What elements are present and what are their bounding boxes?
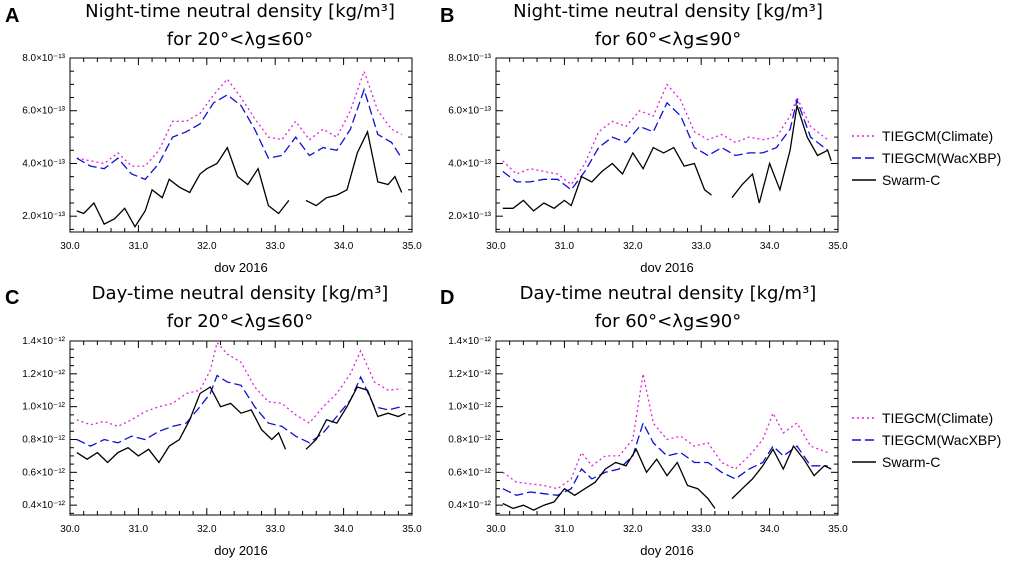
y-tick-label: 2.0×10⁻¹³: [22, 211, 65, 222]
y-tick-label: 0.4×10⁻¹²: [448, 500, 491, 511]
plot-frame: [495, 57, 839, 233]
x-tick-label: 34.0: [760, 241, 780, 252]
y-tick-label: 1.4×10⁻¹²: [448, 336, 491, 347]
x-tick-label: 33.0: [265, 241, 285, 252]
x-tick-label: 35.0: [402, 241, 422, 252]
x-tick-label: 32.0: [623, 524, 643, 535]
chart-subtitle: for 20°<λg≤60°: [167, 29, 314, 50]
y-tick-label: 6.0×10⁻¹³: [22, 106, 65, 117]
series-line-climate: [76, 69, 402, 167]
series-line-climate: [502, 373, 828, 490]
panel-label: C: [5, 287, 19, 309]
y-tick-label: 0.8×10⁻¹²: [448, 434, 491, 445]
x-tick-label: 32.0: [623, 241, 643, 252]
legend-label-wac: TIEGCM(WacXBP): [882, 150, 1001, 166]
series-line-climate: [502, 83, 829, 186]
x-tick-label: 32.0: [197, 524, 217, 535]
x-axis-label: doy 2016: [214, 543, 268, 558]
series-line-swarm: [76, 386, 406, 464]
y-tick-label: 0.6×10⁻¹²: [22, 467, 65, 478]
legend-label-swarm: Swarm-C: [882, 172, 940, 188]
x-tick-label: 31.0: [555, 524, 575, 535]
chart-title: Night-time neutral density [kg/m³]: [85, 1, 395, 22]
x-tick-label: 35.0: [828, 241, 848, 252]
y-tick-label: 0.6×10⁻¹²: [448, 467, 491, 478]
x-tick-label: 34.0: [760, 524, 780, 535]
y-tick-label: 1.0×10⁻¹²: [22, 402, 65, 413]
y-tick-label: 2.0×10⁻¹³: [448, 211, 491, 222]
plot-frame: [69, 57, 413, 233]
x-axis-label: dov 2016: [640, 260, 694, 275]
x-tick-label: 33.0: [691, 524, 711, 535]
series-line-swarm: [502, 105, 832, 212]
x-tick-label: 32.0: [197, 241, 217, 252]
chart-subtitle: for 60°<λg≤90°: [595, 29, 742, 50]
y-tick-label: 4.0×10⁻¹³: [448, 158, 491, 169]
x-tick-label: 33.0: [265, 524, 285, 535]
y-tick-label: 8.0×10⁻¹³: [22, 53, 65, 64]
chart-subtitle: for 20°<λg≤60°: [167, 311, 314, 332]
legend-label-swarm: Swarm-C: [882, 454, 940, 470]
series-line-wac: [502, 421, 828, 496]
y-tick-label: 1.4×10⁻¹²: [22, 336, 65, 347]
legend-label-climate: TIEGCM(Climate): [882, 410, 993, 426]
x-axis-label: doy 2016: [640, 543, 694, 558]
y-tick-label: 6.0×10⁻¹³: [448, 106, 491, 117]
series-line-swarm: [76, 129, 403, 228]
plot-frame: [69, 340, 413, 516]
x-tick-label: 33.0: [691, 241, 711, 252]
x-tick-label: 35.0: [828, 524, 848, 535]
x-tick-label: 31.0: [129, 524, 149, 535]
panel-b: B Night-time neutral density [kg/m³] for 6…: [440, 1, 848, 275]
x-tick-label: 30.0: [486, 241, 506, 252]
y-tick-label: 0.8×10⁻¹²: [22, 434, 65, 445]
y-tick-label: 1.2×10⁻¹²: [22, 369, 65, 380]
series-line-wac: [76, 87, 403, 181]
x-tick-label: 31.0: [555, 241, 575, 252]
x-tick-label: 30.0: [60, 241, 80, 252]
series-line-climate: [76, 341, 402, 428]
x-tick-label: 30.0: [486, 524, 506, 535]
y-tick-label: 4.0×10⁻¹³: [22, 158, 65, 169]
chart-title: Day-time neutral density [kg/m³]: [520, 283, 817, 304]
legend-1: TIEGCM(Climate) TIEGCM(WacXBP) Swarm-C: [852, 128, 1001, 188]
legend-label-climate: TIEGCM(Climate): [882, 128, 993, 144]
panel-d: D Day-time neutral density [kg/m³] for 60°…: [440, 283, 848, 558]
panel-label: D: [440, 287, 454, 309]
x-tick-label: 35.0: [402, 524, 422, 535]
legend-2: TIEGCM(Climate) TIEGCM(WacXBP) Swarm-C: [852, 410, 1001, 470]
legend-label-wac: TIEGCM(WacXBP): [882, 432, 1001, 448]
x-tick-label: 34.0: [334, 524, 354, 535]
y-tick-label: 1.0×10⁻¹²: [448, 402, 491, 413]
panel-a: A Night-time neutral density [kg/m³] for 2…: [5, 1, 422, 275]
panel-c: C Day-time neutral density [kg/m³] for 20°…: [5, 283, 422, 558]
chart-title: Day-time neutral density [kg/m³]: [92, 283, 389, 304]
plot-frame: [495, 340, 839, 516]
x-tick-label: 31.0: [129, 241, 149, 252]
x-tick-label: 34.0: [334, 241, 354, 252]
panel-label: B: [440, 5, 454, 27]
y-tick-label: 0.4×10⁻¹²: [22, 500, 65, 511]
series-line-swarm: [502, 444, 832, 511]
panel-label: A: [5, 5, 19, 27]
chart-subtitle: for 60°<λg≤90°: [595, 311, 742, 332]
x-tick-label: 30.0: [60, 524, 80, 535]
series-line-wac: [502, 97, 829, 191]
chart-title: Night-time neutral density [kg/m³]: [513, 1, 823, 22]
y-tick-label: 1.2×10⁻¹²: [448, 369, 491, 380]
y-tick-label: 8.0×10⁻¹³: [448, 53, 491, 64]
x-axis-label: dov 2016: [214, 260, 268, 275]
